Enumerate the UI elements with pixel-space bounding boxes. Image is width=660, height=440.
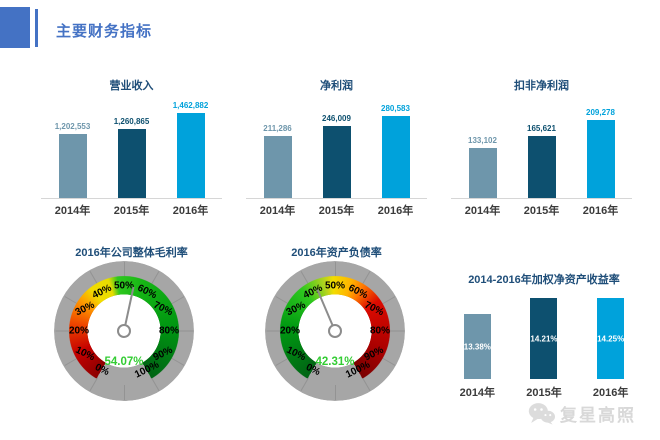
bar-value-label: 14.25% xyxy=(597,334,625,343)
bar-2015年: 14.21% xyxy=(530,298,558,379)
x-axis-label: 2016年 xyxy=(582,205,619,217)
wechat-icon xyxy=(528,403,555,425)
deducted-profit-bars: 133,102 165,621 209,278 xyxy=(453,108,630,198)
bar-column: 246,009 xyxy=(307,114,366,198)
x-axis-label: 2016年 xyxy=(377,205,414,217)
net-profit-bars: 211,286 246,009 280,583 xyxy=(248,104,425,198)
bar-column: 211,286 xyxy=(248,124,307,198)
roe-chart: 2014-2016年加权净资产收益率 13.38% 14.21% 14.25% 20… xyxy=(438,265,650,415)
x-axis-labels: 2014年 2015年 2016年 xyxy=(43,202,220,218)
x-axis-label: 2015年 xyxy=(113,205,150,217)
bar-value-label: 280,583 xyxy=(381,104,410,113)
gauge-value: 42.31% xyxy=(315,356,355,368)
bar-column: 14.21% xyxy=(514,298,573,379)
x-axis-labels: 2014年 2015年 2016年 xyxy=(453,202,630,218)
bar-2016年 xyxy=(586,120,615,198)
gauge-needle-hub xyxy=(117,324,131,338)
bar-column: 165,621 xyxy=(512,124,571,198)
bar-value-label: 1,202,553 xyxy=(54,122,91,131)
x-axis-label: 2016年 xyxy=(592,387,629,399)
revenue-chart: 营业收入 1,202,553 1,260,865 1,462,882 2014年 20… xyxy=(33,75,230,225)
x-axis-line xyxy=(246,198,427,199)
x-axis-labels: 2014年 2015年 2016年 xyxy=(248,202,425,218)
bar-value-label: 133,102 xyxy=(468,136,497,145)
bar-2014年 xyxy=(263,136,292,198)
chart-title: 净利润 xyxy=(320,80,353,92)
chart-title: 2014-2016年加权净资产收益率 xyxy=(468,274,620,286)
bar-column: 14.25% xyxy=(581,298,640,379)
gross-margin-gauge: 0% 10% 20% 30% 40% 50% 60% 70% 80% 90% 100% 54.07% xyxy=(54,261,194,401)
header-accent-square xyxy=(0,7,30,48)
bar-column: 1,462,882 xyxy=(161,101,220,198)
bar-column: 209,278 xyxy=(571,108,630,198)
bar-value-label: 13.38% xyxy=(463,342,491,351)
x-axis-label: 2015年 xyxy=(318,205,355,217)
debt-ratio-gauge-title: 2016年资产负债率 xyxy=(291,247,382,259)
gauge-value: 54.07% xyxy=(104,356,144,368)
bar-column: 1,260,865 xyxy=(102,117,161,198)
bar-2014年 xyxy=(468,148,497,198)
bar-value-label: 246,009 xyxy=(322,114,351,123)
watermark: 复星高照 xyxy=(528,401,636,426)
debt-ratio-gauge: 0% 10% 20% 30% 40% 50% 60% 70% 80% 90% 100% 42.31% xyxy=(265,261,405,401)
header-accent-line xyxy=(35,9,38,47)
bar-column: 280,583 xyxy=(366,104,425,198)
gauge-scale-label: 80% xyxy=(158,325,180,337)
gross-margin-gauge-title: 2016年公司整体毛利率 xyxy=(75,247,188,259)
x-axis-label: 2014年 xyxy=(459,387,496,399)
gauge-scale-label: 50% xyxy=(113,280,135,292)
bar-2015年 xyxy=(117,129,146,198)
bar-2016年: 14.25% xyxy=(597,298,624,379)
bar-2016年 xyxy=(381,116,410,198)
bar-column: 133,102 xyxy=(453,136,512,198)
bar-2014年 xyxy=(58,134,87,198)
gauge-scale-label: 20% xyxy=(68,325,90,337)
bar-value-label: 211,286 xyxy=(263,124,292,133)
deducted-profit-chart: 扣非净利润 133,102 165,621 209,278 2014年 2015年 20… xyxy=(443,75,640,225)
x-axis-label: 2015年 xyxy=(523,205,560,217)
bar-column: 13.38% xyxy=(448,314,507,379)
bar-2015年 xyxy=(527,136,556,198)
bar-2016年 xyxy=(176,113,205,198)
bar-column: 1,202,553 xyxy=(43,122,102,198)
x-axis-label: 2014年 xyxy=(54,205,91,217)
revenue-bars: 1,202,553 1,260,865 1,462,882 xyxy=(43,101,220,198)
net-profit-chart: 净利润 211,286 246,009 280,583 2014年 2015年 2016… xyxy=(238,75,435,225)
x-axis-label: 2014年 xyxy=(464,205,501,217)
gauge-scale-label: 50% xyxy=(324,280,346,292)
x-axis-label: 2015年 xyxy=(526,387,562,399)
bar-value-label: 1,462,882 xyxy=(172,101,209,110)
page-title: 主要财务指标 xyxy=(56,23,153,40)
x-axis-label: 2016年 xyxy=(172,205,209,217)
roe-bars: 13.38% 14.21% 14.25% xyxy=(444,284,644,379)
bar-value-label: 14.21% xyxy=(530,334,558,343)
chart-title: 营业收入 xyxy=(109,80,154,92)
x-axis-labels: 2014年 2015年 2016年 xyxy=(444,384,644,400)
x-axis-line xyxy=(41,198,222,199)
watermark-text: 复星高照 xyxy=(560,406,636,425)
chart-title: 扣非净利润 xyxy=(514,80,569,92)
gauge-scale-label: 20% xyxy=(279,325,301,337)
x-axis-label: 2014年 xyxy=(259,205,296,217)
gauge-scale-label: 80% xyxy=(369,325,391,337)
bar-value-label: 209,278 xyxy=(586,108,615,117)
bar-2014年: 13.38% xyxy=(464,314,491,379)
gauge-needle-hub xyxy=(328,324,342,338)
bar-2015年 xyxy=(322,126,351,198)
bar-value-label: 1,260,865 xyxy=(113,117,150,126)
bar-value-label: 165,621 xyxy=(527,124,556,133)
x-axis-line xyxy=(451,198,632,199)
